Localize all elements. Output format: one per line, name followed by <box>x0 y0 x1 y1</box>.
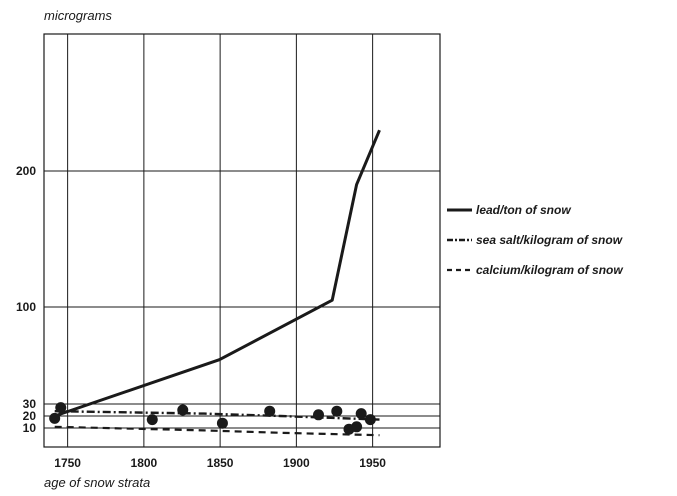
x-tick-label: 1750 <box>54 456 81 470</box>
scatter-point <box>146 414 158 426</box>
scatter-point <box>331 405 343 417</box>
x-tick-label: 1900 <box>283 456 310 470</box>
scatter-point <box>355 408 367 420</box>
series-line-1 <box>54 410 380 421</box>
grid <box>43 33 441 448</box>
y-tick-label: 30 <box>23 397 37 411</box>
x-axis-label: age of snow strata <box>44 475 150 490</box>
y-tick-label: 10 <box>23 421 37 435</box>
x-tick-label: 1850 <box>207 456 234 470</box>
scatter-point <box>177 404 189 416</box>
series-line-2 <box>54 425 380 437</box>
x-tick-label: 1800 <box>131 456 158 470</box>
plot-frame <box>43 33 441 448</box>
legend-label-2: calcium/kilogram of snow <box>476 263 623 277</box>
series-line-0 <box>54 129 381 418</box>
scatter-point <box>216 417 228 429</box>
y-tick-label: 20 <box>23 409 37 423</box>
y-tick-label: 100 <box>16 300 36 314</box>
legend: lead/ton of snow sea salt/kilogram of sno… <box>447 203 623 277</box>
scatter-point <box>364 414 376 426</box>
scatter-point <box>55 402 67 414</box>
scatter-point <box>49 412 61 424</box>
scatter-point <box>264 405 276 417</box>
scatter-layer <box>49 402 376 435</box>
legend-label-0: lead/ton of snow <box>476 203 571 217</box>
y-axis-label: micrograms <box>44 8 112 23</box>
series-layer <box>54 129 381 437</box>
y-tick-label: 200 <box>16 164 36 178</box>
scatter-point <box>313 409 324 421</box>
scatter-point <box>351 421 363 433</box>
legend-label-1: sea salt/kilogram of snow <box>476 233 623 247</box>
x-tick-label: 1950 <box>359 456 386 470</box>
